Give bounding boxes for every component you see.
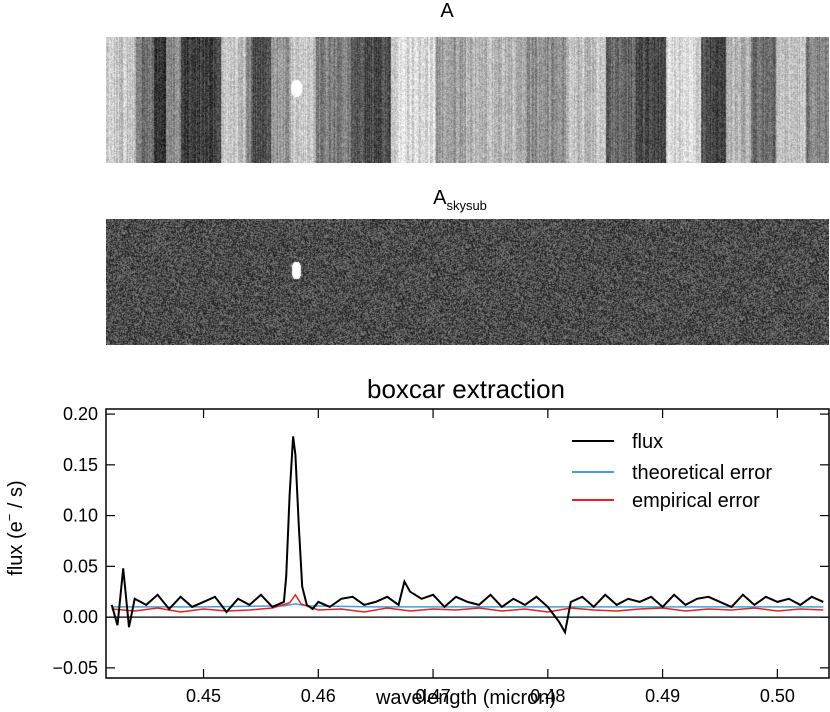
x-tick-label: 0.50 [760,686,795,706]
y-tick-label: 0.20 [63,404,98,424]
plot-area: 0.45 0.46 0.47 0.48 0.49 0.50 −0.05 0.00 0.05 0.1… [52,404,830,706]
x-tick-label: 0.46 [301,686,336,706]
y-tick-label: 0.10 [63,506,98,526]
x-tick-label: 0.49 [645,686,680,706]
x-tick-label: 0.47 [416,686,451,706]
x-tick-label: 0.48 [530,686,565,706]
skysub-panel-title: Askysub [410,187,510,213]
skysub-title-subscript: skysub [446,198,487,213]
y-tick-label: −0.05 [52,658,98,678]
chart-title: boxcar extraction [367,374,565,404]
raw-panel-title: A [440,0,454,22]
skysub-spectrum-image [106,219,829,345]
legend-label: empirical error [632,490,760,512]
legend-label: flux [632,431,663,453]
plot-frame [105,408,830,679]
y-axis-label-superscript: − [2,514,17,522]
x-axis-label: wavelength (micron) [375,687,556,709]
y-tick-label: 0.05 [63,556,98,576]
y-axis-label-main: flux (e [5,521,27,575]
legend-label: theoretical error [632,462,772,484]
y-tick-label: 0.15 [63,455,98,475]
skysub-title-main: A [433,187,447,209]
x-tick-label: 0.45 [186,686,221,706]
y-tick-label: 0.00 [63,607,98,627]
series-line-empirical-error [111,593,824,613]
series-line-theoretical-error [111,603,824,608]
raw-spectrum-image [106,37,829,163]
series-line-flux [110,436,824,636]
y-axis-label: flux (e− / s) [2,480,27,575]
y-axis-label-tail: / s) [5,480,27,513]
